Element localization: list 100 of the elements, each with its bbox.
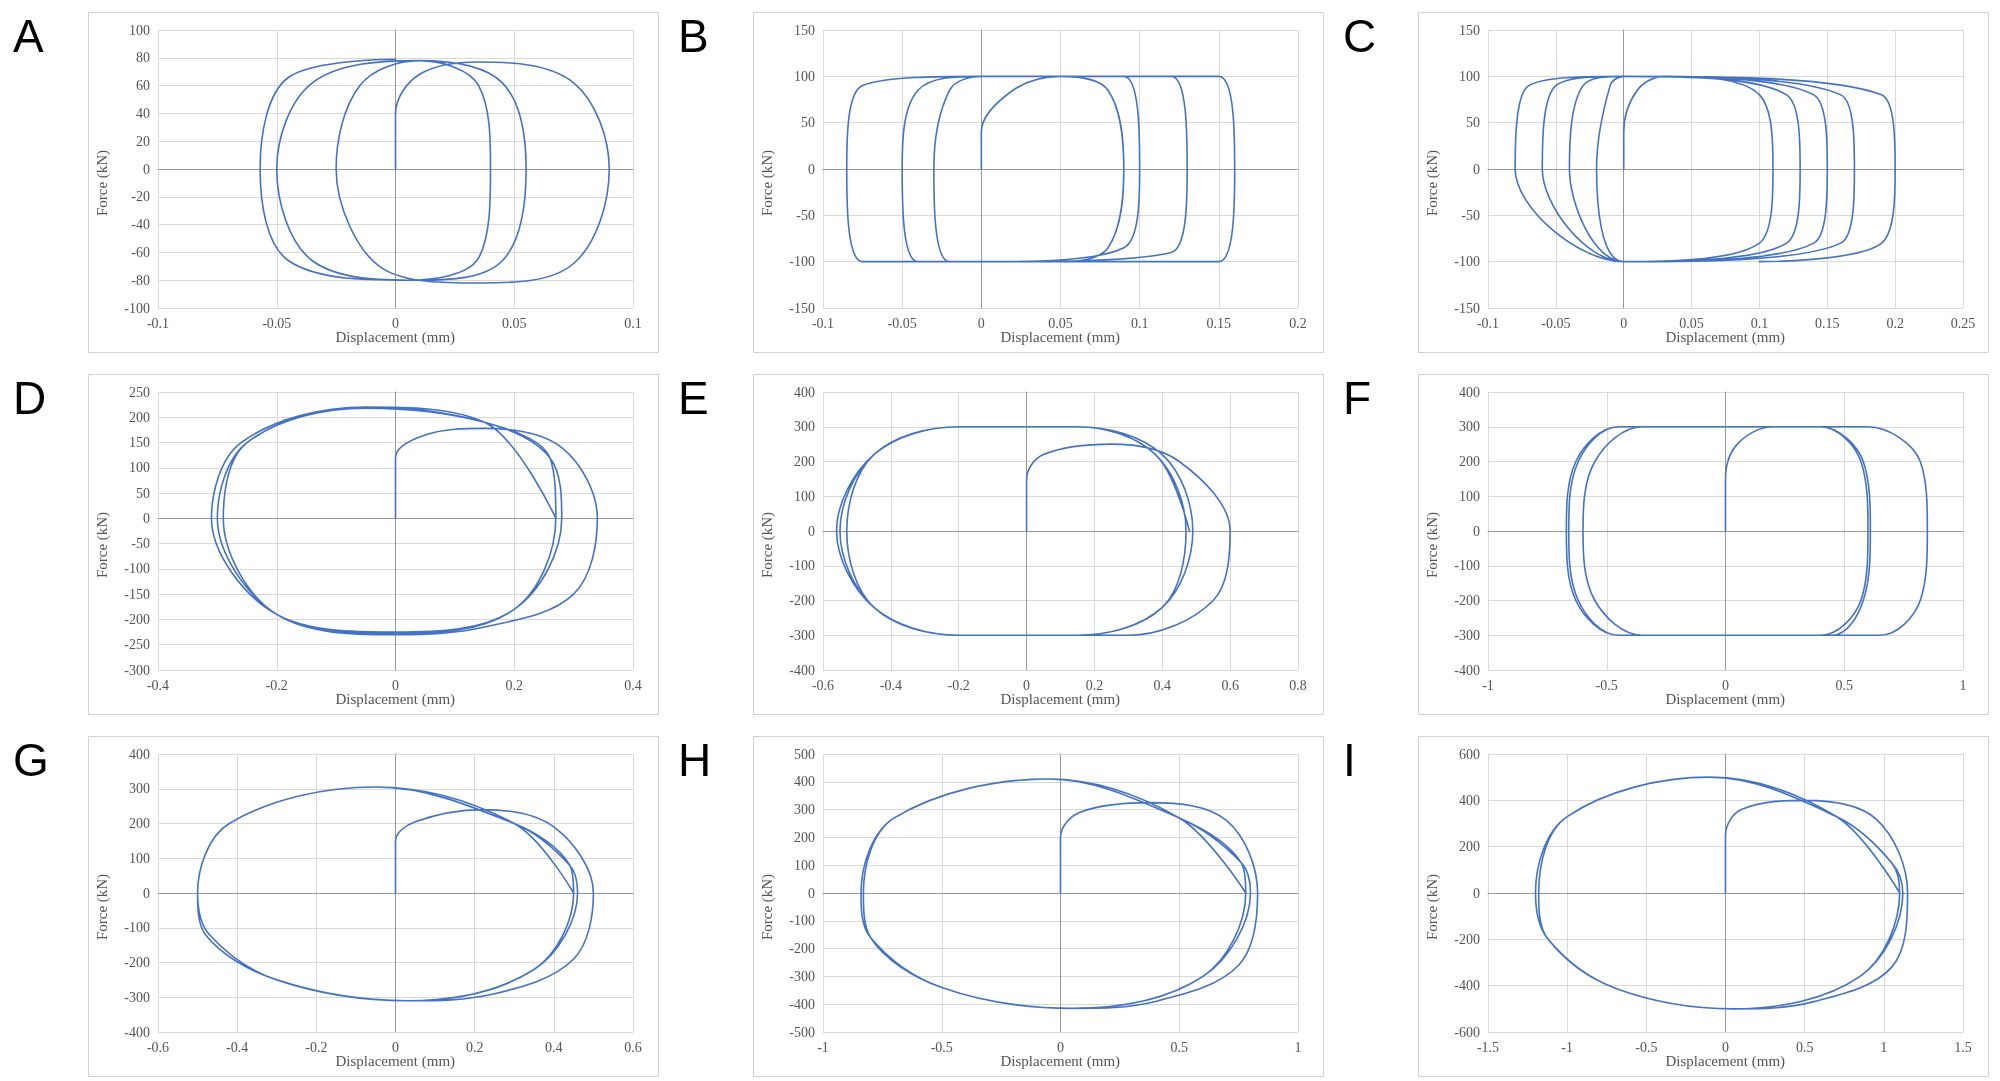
y-tick-label: -100 (789, 558, 815, 574)
y-tick-label: 0 (143, 161, 150, 177)
line-series (259, 58, 611, 284)
chart-title: G (13, 734, 49, 786)
y-tick-label: -50 (1461, 207, 1480, 223)
x-axis-title: Displacement (mm) (1665, 1052, 1786, 1070)
line-series (196, 786, 595, 1002)
chart-title: H (678, 734, 712, 786)
x-tick-label: 0.2 (1289, 315, 1307, 331)
y-tick-label: -50 (796, 207, 815, 223)
chart-title: E (678, 372, 709, 424)
x-tick-label: -0.4 (879, 677, 902, 693)
x-tick-label: -1 (817, 1039, 829, 1055)
x-tick-label: 0.2 (1886, 315, 1904, 331)
y-tick-label: 100 (794, 857, 815, 873)
y-tick-label: 200 (794, 454, 815, 469)
x-tick-label: -0.5 (1635, 1039, 1658, 1055)
y-tick-label: 0 (808, 523, 815, 539)
x-tick-label: 0.1 (1750, 315, 1769, 331)
y-tick-label: 200 (1459, 454, 1480, 469)
y-tick-label: 50 (1466, 115, 1480, 131)
y-tick-label: 0 (808, 161, 815, 177)
y-tick-label: 150 (129, 435, 150, 451)
y-tick-label: 150 (794, 22, 815, 38)
y-tick-label: 200 (129, 409, 150, 425)
x-tick-label: 0.1 (1130, 315, 1149, 331)
x-tick-label: 0.05 (502, 315, 527, 331)
y-tick-label: -150 (1454, 300, 1480, 316)
y-tick-label: -100 (789, 254, 815, 270)
x-tick-label: -1 (1561, 1039, 1573, 1055)
x-tick-label: 0 (392, 677, 399, 693)
x-tick-label: 0.2 (465, 1039, 484, 1055)
y-tick-label: 100 (794, 68, 815, 84)
x-tick-label: -1 (1482, 677, 1494, 693)
x-tick-label: -0.05 (887, 315, 917, 331)
x-tick-label: 0.15 (1206, 315, 1232, 331)
y-tick-label: 0 (143, 885, 150, 901)
y-tick-label: -50 (131, 536, 150, 552)
y-tick-label: -250 (124, 637, 150, 653)
chart-title: I (1343, 734, 1356, 786)
y-tick-label: -500 (789, 1024, 815, 1040)
y-tick-label: 50 (801, 115, 815, 131)
x-tick-label: 0.05 (1679, 315, 1704, 331)
y-tick-label: 150 (1459, 22, 1480, 38)
y-tick-label: 100 (794, 488, 815, 504)
y-tick-label: 100 (129, 850, 150, 866)
y-tick-label: -100 (1454, 558, 1480, 574)
x-tick-label: 0.6 (624, 1039, 642, 1055)
y-tick-label: -300 (124, 662, 150, 678)
x-tick-label: 1 (1294, 1039, 1302, 1055)
chart-title: D (13, 372, 47, 424)
x-tick-label: 0.4 (624, 677, 642, 693)
y-tick-label: -200 (789, 941, 815, 957)
y-tick-label: -100 (1454, 254, 1480, 270)
x-tick-label: 0.5 (1795, 1039, 1814, 1055)
y-tick-label: 0 (1473, 523, 1480, 539)
y-tick-label: -300 (1454, 627, 1480, 643)
x-tick-label: 0 (1023, 677, 1031, 693)
x-tick-label: 0 (1057, 1039, 1064, 1055)
x-tick-label: 0.05 (1048, 315, 1073, 331)
x-tick-label: -0.1 (1476, 315, 1500, 331)
x-tick-label: 1 (1880, 1039, 1888, 1055)
x-tick-label: 0.6 (1221, 677, 1239, 693)
y-tick-label: -600 (1454, 1024, 1480, 1040)
x-tick-label: -0.4 (226, 1039, 249, 1055)
y-tick-label: -400 (1454, 662, 1480, 678)
x-tick-label: -0.4 (146, 677, 170, 693)
y-tick-label: -40 (131, 217, 150, 233)
y-tick-label: -100 (124, 920, 150, 936)
y-tick-label: 400 (794, 384, 815, 400)
y-tick-label: -300 (789, 627, 815, 643)
y-tick-label: -200 (124, 955, 150, 970)
y-tick-label: 80 (136, 50, 150, 66)
line-series (860, 778, 1259, 1010)
y-tick-label: 0 (1473, 885, 1480, 901)
y-axis-title: Force (kN) (93, 149, 111, 217)
y-tick-label: 200 (129, 816, 150, 831)
y-tick-label: 300 (1459, 419, 1480, 435)
x-tick-label: 0 (1722, 1039, 1729, 1055)
x-tick-label: -0.2 (265, 677, 288, 693)
x-tick-label: 0.2 (1085, 677, 1104, 693)
y-tick-label: 60 (136, 78, 150, 94)
x-tick-label: 0.5 (1170, 1039, 1188, 1055)
x-axis-title: Displacement (mm) (1665, 690, 1786, 708)
line-series (1514, 75, 1896, 263)
line-series (1534, 776, 1909, 1010)
y-tick-label: -300 (789, 968, 815, 984)
y-axis-title: Force (kN) (1423, 511, 1441, 579)
y-tick-label: -100 (124, 300, 150, 316)
y-tick-label: 300 (129, 781, 150, 797)
y-tick-label: -100 (124, 561, 150, 577)
x-tick-label: 0.4 (545, 1039, 563, 1055)
x-axis-title: Displacement (mm) (1665, 328, 1786, 346)
x-axis-title: Displacement (mm) (1000, 1052, 1121, 1070)
y-tick-label: -150 (789, 300, 815, 316)
x-tick-label: 0.8 (1289, 677, 1307, 693)
x-tick-label: -0.6 (811, 677, 835, 693)
x-axis-title: Displacement (mm) (335, 690, 456, 708)
y-tick-label: -400 (789, 996, 815, 1012)
y-tick-label: -100 (789, 913, 815, 929)
